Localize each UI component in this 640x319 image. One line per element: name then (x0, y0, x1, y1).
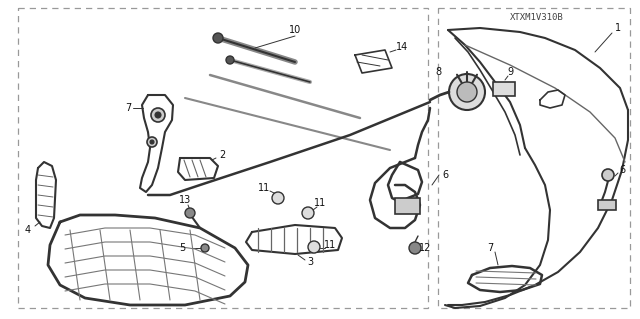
Circle shape (409, 242, 421, 254)
Text: 11: 11 (314, 198, 326, 208)
Text: 4: 4 (25, 225, 31, 235)
Text: 1: 1 (615, 23, 621, 33)
Circle shape (185, 208, 195, 218)
Text: 14: 14 (396, 42, 408, 52)
Circle shape (302, 207, 314, 219)
Bar (493, 82, 515, 96)
Text: 7: 7 (487, 243, 493, 253)
Text: 7: 7 (125, 103, 131, 113)
Circle shape (308, 241, 320, 253)
Text: 13: 13 (179, 195, 191, 205)
Bar (395, 198, 420, 214)
Circle shape (602, 169, 614, 181)
Text: 12: 12 (419, 243, 431, 253)
Text: XTXM1V310B: XTXM1V310B (509, 13, 563, 22)
Circle shape (151, 108, 165, 122)
Circle shape (155, 112, 161, 118)
Circle shape (449, 74, 485, 110)
Text: 11: 11 (324, 240, 336, 250)
Circle shape (201, 244, 209, 252)
Text: 10: 10 (289, 25, 301, 35)
Circle shape (213, 33, 223, 43)
Text: 6: 6 (619, 165, 625, 175)
Text: 3: 3 (307, 257, 313, 267)
Text: 9: 9 (507, 67, 513, 77)
Text: 11: 11 (258, 183, 270, 193)
Text: 8: 8 (435, 67, 441, 77)
Circle shape (226, 56, 234, 64)
Text: 5: 5 (179, 243, 185, 253)
Text: 6: 6 (442, 170, 448, 180)
Bar (598, 200, 616, 210)
Circle shape (457, 82, 477, 102)
Circle shape (272, 192, 284, 204)
Circle shape (147, 137, 157, 147)
Circle shape (150, 140, 154, 144)
Text: 2: 2 (219, 150, 225, 160)
